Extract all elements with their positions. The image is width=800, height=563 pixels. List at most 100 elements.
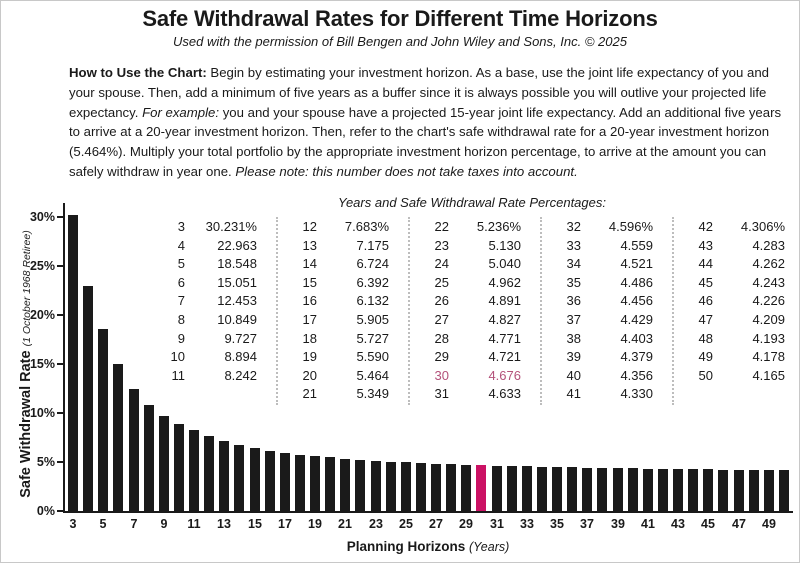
how-to-use-note: Please note: this number does not take t… bbox=[235, 163, 578, 179]
table-row: 18 5.727 bbox=[291, 330, 389, 349]
bar bbox=[492, 465, 502, 511]
y-tick-label: 20% bbox=[29, 308, 55, 322]
table-cell-rate: 12.453 bbox=[217, 293, 257, 309]
table-cell-rate: 5.590 bbox=[356, 349, 389, 365]
table-cell-rate: 4.193 bbox=[752, 330, 785, 346]
table-cell-year: 27 bbox=[434, 311, 449, 327]
table-cell-year: 45 bbox=[698, 274, 713, 290]
table-row: 21 5.349 bbox=[291, 385, 389, 404]
table-cell-year: 28 bbox=[434, 330, 449, 346]
table-cell-rate: 4.521 bbox=[620, 256, 653, 272]
table-cell-rate: 4.306% bbox=[740, 219, 785, 234]
x-tick-label: 37 bbox=[580, 517, 594, 531]
table-column: 12 7.683% 13 7.175 14 6.724 15 6.392 16 6.132 17 5.… bbox=[276, 217, 389, 405]
table-row: 23 5.130 bbox=[423, 237, 521, 256]
table-cell-rate: 4.243 bbox=[752, 274, 785, 290]
x-axis-title-note: (Years) bbox=[468, 540, 510, 554]
bar bbox=[310, 456, 320, 511]
table-cell-year: 10 bbox=[170, 349, 185, 365]
bar bbox=[416, 463, 426, 511]
bar bbox=[734, 469, 744, 511]
table-cell-rate: 4.403 bbox=[620, 330, 653, 346]
table-row: 4 22.963 bbox=[159, 237, 257, 256]
table-cell-year: 36 bbox=[566, 293, 581, 309]
bar bbox=[159, 415, 169, 511]
table-cell-year: 33 bbox=[566, 237, 581, 253]
table-column: 3 30.231% 4 22.963 5 18.548 6 15.051 7 12.453 8 10.… bbox=[159, 217, 257, 405]
table-cell-year: 43 bbox=[698, 237, 713, 253]
table-cell-rate: 15.051 bbox=[217, 274, 257, 290]
table-row: 46 4.226 bbox=[687, 292, 785, 311]
table-cell-rate: 6.132 bbox=[356, 293, 389, 309]
table-cell-rate: 9.727 bbox=[224, 330, 257, 346]
how-to-use-body-1: Begin by estimating your investment hori… bbox=[69, 65, 770, 120]
x-axis-title-main: Planning Horizons bbox=[346, 539, 469, 554]
table-cell-rate: 4.456 bbox=[620, 293, 653, 309]
table-cell-rate: 7.175 bbox=[356, 237, 389, 253]
bar bbox=[673, 469, 683, 511]
bar bbox=[189, 430, 199, 511]
x-axis-title: Planning Horizons (Years) bbox=[65, 539, 791, 554]
table-row: 22 5.236% bbox=[423, 218, 521, 237]
table-row: 45 4.243 bbox=[687, 274, 785, 293]
table-cell-rate: 4.676 bbox=[488, 367, 521, 383]
x-tick-label: 31 bbox=[490, 517, 504, 531]
table-row: 42 4.306% bbox=[687, 218, 785, 237]
bar bbox=[280, 453, 290, 511]
table-cell-year: 44 bbox=[698, 256, 713, 272]
y-tick-mark bbox=[57, 412, 63, 414]
bar bbox=[749, 469, 759, 511]
x-axis-line bbox=[63, 511, 793, 513]
x-tick-label: 11 bbox=[187, 517, 201, 531]
table-cell-year: 40 bbox=[566, 367, 581, 383]
bar bbox=[779, 470, 789, 511]
table-row: 47 4.209 bbox=[687, 311, 785, 330]
highlighted-bar bbox=[476, 465, 486, 511]
table-cell-rate: 4.559 bbox=[620, 237, 653, 253]
bar bbox=[537, 466, 547, 511]
bar bbox=[386, 461, 396, 511]
table-columns: 3 30.231% 4 22.963 5 18.548 6 15.051 7 12.453 8 10.… bbox=[159, 217, 785, 405]
table-cell-year: 34 bbox=[566, 256, 581, 272]
x-tick-label: 23 bbox=[369, 517, 383, 531]
y-axis-line bbox=[63, 203, 65, 513]
table-row: 11 8.242 bbox=[159, 367, 258, 386]
table-cell-rate: 4.330 bbox=[620, 386, 653, 402]
table-cell-year: 48 bbox=[698, 330, 713, 346]
table-heading: Years and Safe Withdrawal Rate Percentag… bbox=[338, 195, 606, 210]
table-cell-year: 22 bbox=[434, 219, 449, 234]
bar bbox=[658, 468, 668, 511]
table-cell-year: 13 bbox=[302, 237, 317, 253]
table-cell-rate: 22.963 bbox=[217, 237, 257, 253]
y-tick-mark bbox=[57, 265, 63, 267]
table-column: 32 4.596% 33 4.559 34 4.521 35 4.486 36 4.456 37 4.… bbox=[540, 217, 653, 405]
table-cell-year: 20 bbox=[302, 367, 317, 383]
bar bbox=[507, 465, 517, 511]
x-tick-label: 41 bbox=[641, 517, 655, 531]
x-tick-label: 45 bbox=[701, 517, 715, 531]
x-tick-label: 21 bbox=[338, 517, 352, 531]
table-cell-rate: 5.464 bbox=[356, 367, 389, 383]
bar bbox=[446, 464, 456, 511]
table-row: 10 8.894 bbox=[159, 348, 257, 367]
table-cell-rate: 4.178 bbox=[752, 349, 785, 365]
table-cell-year: 32 bbox=[566, 219, 581, 234]
x-tick-label: 35 bbox=[550, 517, 564, 531]
table-row: 16 6.132 bbox=[291, 292, 389, 311]
table-cell-year: 4 bbox=[177, 237, 185, 253]
bar bbox=[552, 467, 562, 511]
x-tick-label: 29 bbox=[459, 517, 473, 531]
table-cell-rate: 18.548 bbox=[217, 256, 257, 272]
bar bbox=[204, 435, 214, 511]
bar bbox=[325, 457, 335, 511]
table-cell-rate: 7.683% bbox=[344, 219, 389, 234]
table-cell-year: 3 bbox=[177, 219, 185, 234]
bar bbox=[219, 440, 229, 511]
x-tick-label: 3 bbox=[69, 517, 77, 531]
bar bbox=[688, 469, 698, 511]
x-tick-label: 25 bbox=[399, 517, 413, 531]
table-cell-year: 26 bbox=[434, 293, 449, 309]
table-row: 13 7.175 bbox=[291, 237, 389, 256]
table-cell-rate: 5.130 bbox=[488, 237, 521, 253]
bar bbox=[250, 448, 260, 511]
